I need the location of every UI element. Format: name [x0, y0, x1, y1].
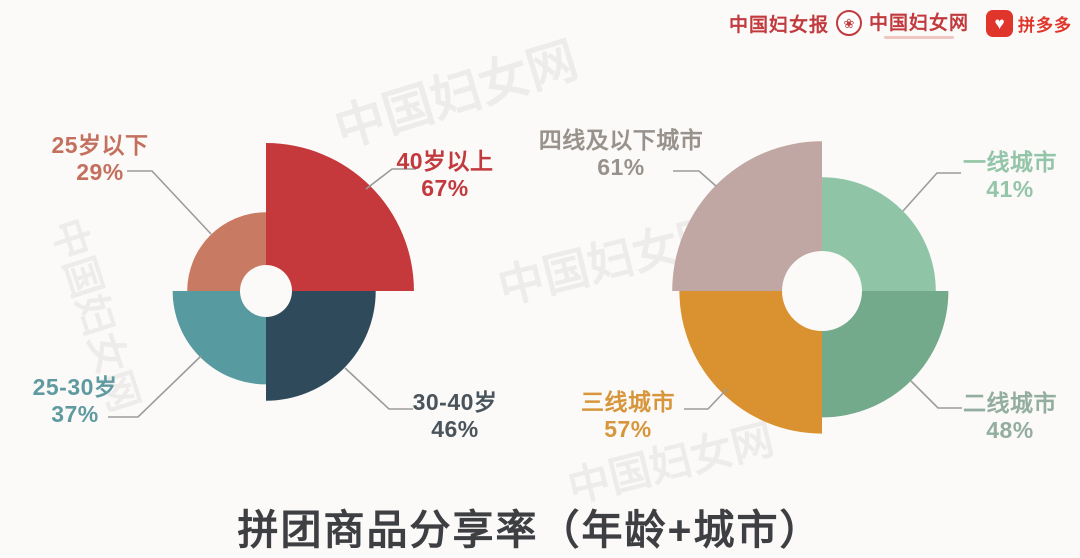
label-city-tier1: 一线城市 41% [945, 149, 1075, 203]
leader-tier4 [673, 170, 717, 187]
label-city-tier1-name: 一线城市 [963, 149, 1057, 175]
china-womens-news-logo: 中国妇女报 [728, 14, 829, 36]
leader-25under [127, 170, 212, 235]
label-city-tier4-name: 四线及以下城市 [538, 127, 704, 153]
header-logos: 中国妇女报 ❀ 中国妇女网 ♥ 拼多多 [729, 6, 1072, 40]
label-city-tier2: 二线城市 48% [945, 390, 1075, 444]
label-age-40plus-name: 40岁以上 [396, 148, 494, 174]
label-city-tier2-value: 48% [986, 417, 1034, 443]
rose-sector-SE [822, 291, 949, 418]
label-city-tier3: 三线城市 57% [567, 389, 689, 443]
leader-tier3 [684, 388, 728, 410]
leader-lines [108, 168, 962, 418]
age-rose-chart [172, 143, 414, 401]
label-city-tier3-value: 57% [604, 416, 652, 442]
label-age-25-30-value: 37% [51, 401, 99, 427]
label-age-30-40-name: 30-40岁 [412, 389, 498, 415]
rose-sector-NE [266, 143, 414, 291]
leader-30-40 [344, 367, 413, 410]
pinduoduo-heart-icon: ♥ [986, 9, 1013, 37]
city-rose-chart [672, 141, 949, 434]
label-city-tier4: 四线及以下城市 61% [523, 127, 719, 181]
label-city-tier4-value: 61% [597, 154, 645, 180]
china-women-net-logo: 中国妇女网 [868, 12, 969, 34]
logo-url-strip [883, 35, 954, 39]
label-age-under25-name: 25岁以下 [51, 132, 149, 158]
pinduoduo-logo: ♥ 拼多多 [986, 9, 1072, 37]
women-federation-emblem-icon: ❀ [835, 10, 862, 36]
label-age-under25-value: 29% [76, 159, 124, 185]
leader-25-30 [108, 355, 202, 418]
rose-sector-SE [266, 291, 376, 401]
label-age-30-40-value: 46% [431, 416, 479, 442]
label-city-tier1-value: 41% [986, 176, 1034, 202]
label-age-40plus: 40岁以上 67% [370, 148, 520, 202]
leader-tier1 [902, 172, 961, 212]
label-age-under25: 25岁以下 29% [30, 132, 170, 186]
rose-sector-NE [822, 177, 936, 291]
rose-sector-NW [187, 212, 266, 291]
label-age-30-40: 30-40岁 46% [385, 389, 525, 443]
leader-tier2 [910, 380, 962, 409]
label-city-tier3-name: 三线城市 [581, 389, 675, 415]
label-age-25-30: 25-30岁 37% [5, 374, 145, 428]
rose-sector-NW [672, 141, 822, 291]
label-age-40plus-value: 67% [421, 175, 469, 201]
label-city-tier2-name: 二线城市 [963, 390, 1057, 416]
pinduoduo-logo-text: 拼多多 [1018, 15, 1072, 35]
page-title: 拼团商品分享率（年龄+城市） [237, 507, 823, 553]
rose-sector-SW [679, 291, 822, 434]
rose-sector-SW [172, 291, 266, 385]
leader-40plus [365, 168, 416, 190]
label-age-25-30-name: 25-30岁 [32, 374, 118, 400]
